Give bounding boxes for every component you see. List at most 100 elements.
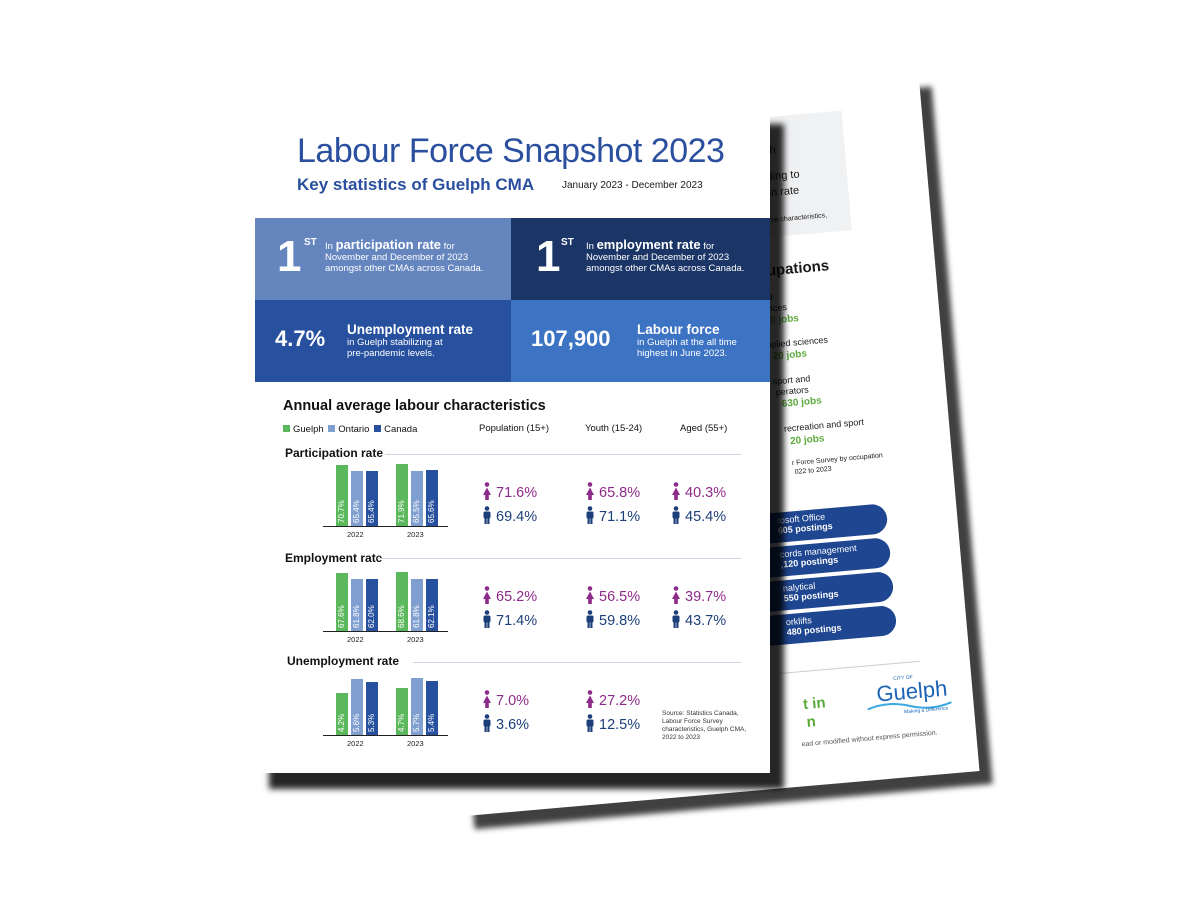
chart-legend: Guelph Ontario Canada [283,424,417,435]
bar-canada-2023 [426,681,438,735]
rank-line: amongst other CMAs across Canada. [325,263,484,274]
unemployment-tile: 4.7% Unemployment rate in Guelph stabili… [255,300,511,382]
female-stat: 7.0% [482,690,529,709]
unemployment-description: in Guelph stabilizing at pre-pandemic le… [347,337,443,359]
rank-post: for [441,241,455,252]
bar-guelph-2023 [396,464,408,526]
column-header-aged: Aged (55+) [680,423,728,434]
male-stat: 69.4% [482,506,537,525]
bar-canada-2023 [426,578,438,631]
bar-canada-2022 [366,579,378,631]
stat-value: 40.3% [685,485,727,501]
block-title: Employment rate [285,551,383,565]
rank-metric: employment rate [596,237,701,252]
year-label: 2023 [407,635,424,644]
unemployment-heading: Unemployment rate [347,322,474,337]
stat-value: 3.6% [496,717,530,733]
rank-number: 1 [536,232,561,281]
male-stat: 43.7% [671,610,726,629]
rank-suffix: ST [561,237,574,248]
stat-value: 65.2% [496,589,538,605]
stat-value: 71.4% [496,613,538,629]
back-page: growth leading to ation rate Force chara… [400,73,980,817]
male-icon [586,610,594,628]
stat-value: 43.7% [685,613,727,629]
page-subtitle: Key statistics of Guelph CMA [297,175,535,194]
female-stat: 65.8% [585,482,640,501]
back-jobs: 20 jobs [772,348,808,363]
rank-suffix: ST [304,237,317,248]
legend-label: Ontario [338,424,370,435]
rank-line: November and December of 2023 [586,252,730,263]
year-label: 2023 [407,739,424,748]
male-icon [586,506,594,524]
bar-guelph-2022 [336,693,348,735]
female-icon [672,586,680,604]
legend-swatch-guelph [283,425,290,432]
back-fragment: r Force Survey by occupation [791,452,884,468]
back-green-text: t in [802,694,827,714]
rank-metric: participation rate [335,237,442,252]
stat-value: 59.8% [599,613,641,629]
male-icon [483,506,491,524]
stat-value: 71.6% [496,485,538,501]
female-icon [483,482,491,500]
participation-rank-tile: 1 ST In participation rate for November … [255,218,511,300]
female-icon [586,586,594,604]
male-stat: 3.6% [482,714,529,733]
rank-post: for [700,241,715,252]
year-label: 2022 [347,635,364,644]
stat-value: 27.2% [599,693,641,709]
bar-guelph-2023 [396,572,408,631]
stats-layer: 71.6% 65.8% 40.3% 69.4% 71.1% 45.4% 65.2% 56.5%… [255,108,770,773]
male-stat: 12.5% [585,714,640,733]
male-stat: 71.1% [585,506,640,525]
bar-guelph-2022 [336,573,348,631]
bar-ontario-2022 [351,470,363,526]
chart-axis [323,526,448,527]
back-fragment: perators [775,384,810,398]
male-stat: 71.4% [482,610,537,629]
page-title: Labour Force Snapshot 2023 [297,132,725,170]
bar-ontario-2023 [411,678,423,735]
female-stat: 40.3% [671,482,726,501]
year-label: 2022 [347,530,364,539]
chart-axis [323,735,448,736]
bar-ontario-2022 [351,579,363,631]
legend-label: Guelph [293,424,324,435]
unemployment-value: 4.7% [275,326,326,351]
bar-ontario-2023 [411,470,423,526]
block-title: Unemployment rate [287,654,400,668]
back-fragment: 022 to 2023 [794,465,832,476]
bar-ontario-2023 [411,579,423,631]
tile-line: pre-pandemic levels. [347,348,435,359]
male-icon [672,506,680,524]
rank-description: In participation rate for November and D… [325,237,505,274]
rank-prefix: In [325,241,336,252]
female-stat: 65.2% [482,586,537,605]
bar-canada-2022 [366,470,378,526]
stat-value: 45.4% [685,509,727,525]
labour-force-value: 107,900 [531,326,611,351]
legend-label: Canada [384,424,418,435]
tile-line: highest in June 2023. [637,348,728,359]
female-stat: 39.7% [671,586,726,605]
male-icon [586,714,594,732]
female-icon [483,586,491,604]
labour-force-tile: 107,900 Labour force in Guelph at the al… [511,300,770,382]
back-fragment: pplied sciences [766,334,829,350]
female-icon [586,690,594,708]
female-icon [586,482,594,500]
employment-rank-tile: 1 ST In employment rate for November and… [511,218,770,300]
male-icon [483,610,491,628]
bar-guelph-2023 [396,688,408,735]
stat-value: 56.5% [599,589,641,605]
female-stat: 27.2% [585,690,640,709]
logo-wave-icon [867,701,952,711]
bar-canada-2023 [426,470,438,526]
column-header-youth: Youth (15-24) [585,423,643,434]
stat-value: 39.7% [685,589,727,605]
back-green-text: n [805,713,817,731]
rank-prefix: In [586,241,597,252]
source-note: Source: Statistics Canada, Labour Force … [662,710,747,741]
